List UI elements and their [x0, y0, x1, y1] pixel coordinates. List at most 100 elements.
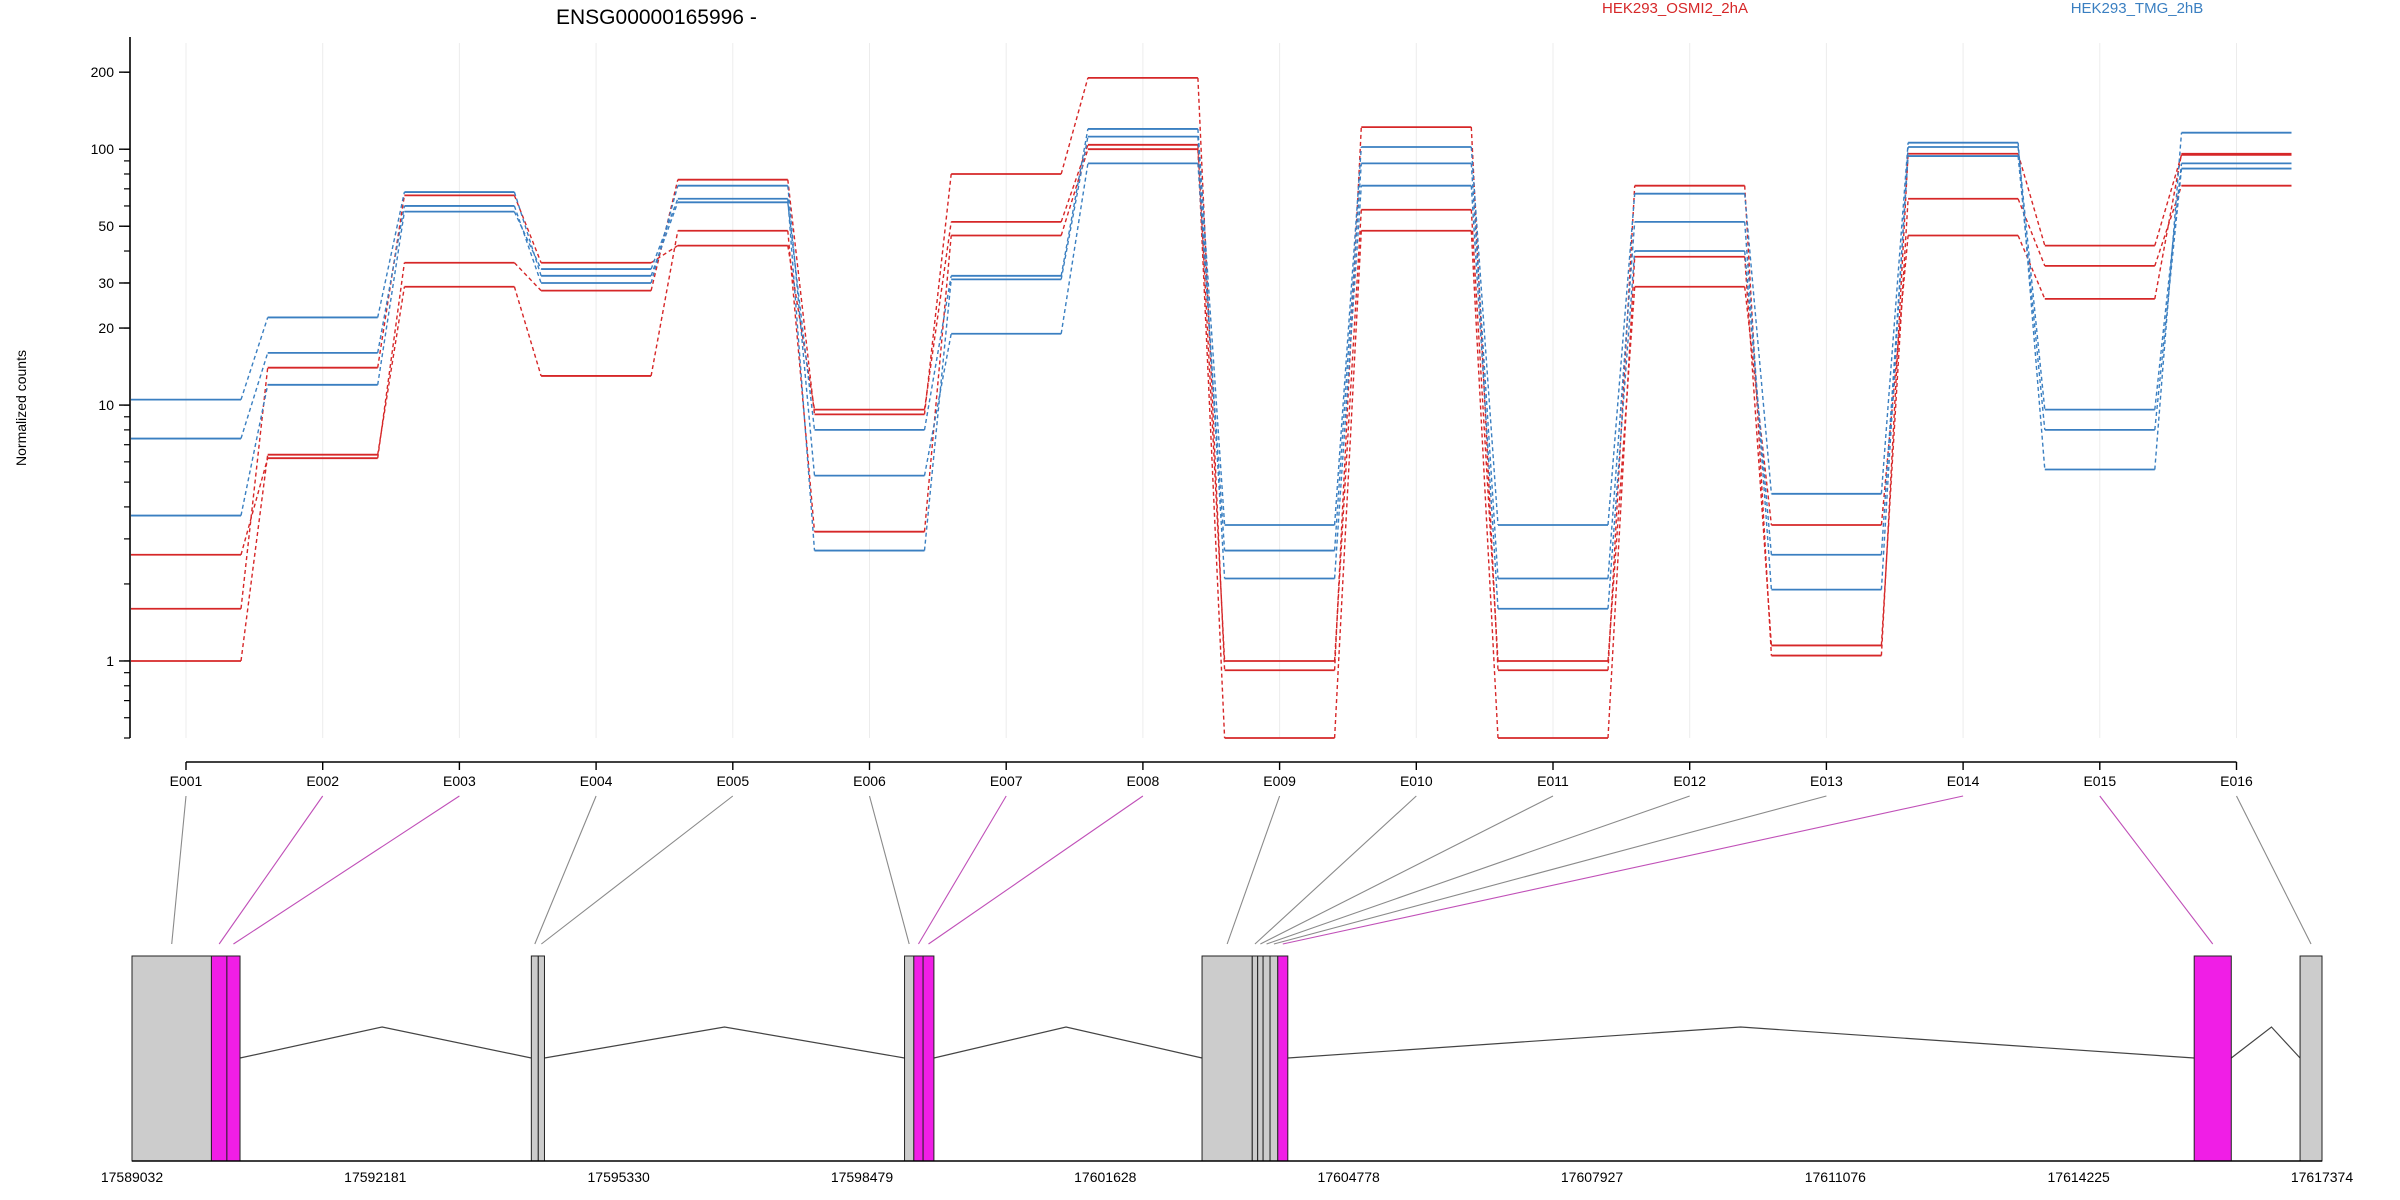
exonic-part-e001 — [131, 955, 212, 1162]
exonic-part-e010 — [1251, 955, 1259, 1162]
connector-e009 — [1226, 795, 1281, 945]
series-4-connector-10 — [1470, 146, 1499, 526]
connector-e003 — [233, 795, 460, 945]
legend: HEK293_OSMI2_2hA HEK293_TMG_2hB — [1602, 0, 2203, 17]
genome-tick-label-4: 17598479 — [831, 1169, 894, 1185]
connector-e002 — [218, 795, 324, 945]
x-tick-label-e007: E007 — [990, 773, 1023, 789]
series-5-connector-13 — [1880, 146, 1909, 590]
series-6-connector-6 — [923, 279, 952, 551]
series-5-connector-9 — [1333, 163, 1362, 551]
legend-entry-hek293-tmg-2hb: HEK293_TMG_2hB — [2071, 0, 2204, 17]
exonic-part-e006 — [904, 955, 915, 1162]
intron-1 — [239, 1026, 532, 1059]
series-6-connector-13 — [1880, 156, 1909, 555]
series-6-connector-5 — [787, 198, 816, 551]
series-2-connector-9 — [1333, 230, 1362, 739]
series-5-connector-11 — [1607, 221, 1636, 579]
exonic-part-e013 — [1269, 955, 1279, 1162]
series-4-connector-4 — [650, 202, 679, 277]
y-tick-label-200: 200 — [91, 64, 115, 80]
series-2-connector-14 — [2017, 198, 2046, 267]
series-5-connector-15 — [2154, 163, 2183, 410]
series-4-connector-14 — [2017, 142, 2046, 470]
exonic-part-e005 — [537, 955, 545, 1162]
series-6-connector-1 — [240, 384, 269, 516]
series-1-connector-8 — [1197, 77, 1226, 671]
series-5-connector-2 — [377, 205, 406, 353]
series-1-connector-5 — [787, 179, 816, 415]
y-axis: 1 10 20 30 50 100 200 — [91, 37, 131, 739]
y-tick-label-10: 10 — [98, 397, 114, 413]
series-3-connector-8 — [1197, 144, 1226, 662]
series-1-connector-6 — [923, 173, 952, 415]
series-1-connector-15 — [2154, 154, 2183, 246]
series-2-connector-4 — [650, 230, 679, 377]
x-tick-label-e001: E001 — [170, 773, 203, 789]
exonic-part-e009 — [1201, 955, 1253, 1162]
series-6-connector-2 — [377, 211, 406, 385]
series-4-connector-12 — [1744, 193, 1773, 494]
x-tick-label-e014: E014 — [1947, 773, 1980, 789]
series-1-connector-2 — [377, 262, 406, 459]
series-6-connector-11 — [1607, 250, 1636, 609]
series-1-connector-12 — [1744, 185, 1773, 656]
x-tick-label-e009: E009 — [1263, 773, 1296, 789]
intron-3 — [933, 1026, 1203, 1059]
gene-model — [131, 955, 2323, 1162]
genome-tick-label-8: 17611076 — [1805, 1169, 1866, 1185]
series-5-connector-10 — [1470, 163, 1499, 579]
series-2-connector-7 — [1060, 148, 1089, 236]
genome-tick-label-1: 17589032 — [101, 1169, 164, 1185]
x-tick-label-e003: E003 — [443, 773, 476, 789]
series-2-connector-6 — [923, 235, 952, 532]
series-6-connector-10 — [1470, 185, 1499, 609]
x-tick-label-e011: E011 — [1537, 773, 1569, 789]
genome-tick-label-9: 17614225 — [2048, 1169, 2111, 1185]
intron-4 — [1287, 1026, 2195, 1059]
series-6-connector-7 — [1060, 136, 1089, 280]
connector-e012 — [1266, 795, 1690, 945]
series-4-connector-2 — [377, 191, 406, 318]
genome-tick-label-2: 17592181 — [344, 1169, 407, 1185]
series-4 — [131, 128, 2292, 526]
intron-5 — [2230, 1026, 2301, 1059]
y-tick-label-100: 100 — [91, 141, 115, 157]
y-tick-label-20: 20 — [98, 320, 114, 336]
series-5-connector-3 — [513, 205, 542, 284]
vertical-gridlines — [185, 43, 2237, 738]
exonic-part-e008 — [922, 955, 935, 1162]
series-6-connector-9 — [1333, 185, 1362, 579]
series-4-connector-9 — [1333, 146, 1362, 526]
series-3-connector-1 — [240, 367, 269, 609]
genome-tick-label-5: 17601628 — [1074, 1169, 1137, 1185]
x-tick-label-e013: E013 — [1810, 773, 1843, 789]
series-3-connector-6 — [923, 221, 952, 410]
series-6-connector-14 — [2017, 155, 2046, 430]
x-tick-label-e016: E016 — [2220, 773, 2253, 789]
connector-e005 — [541, 795, 734, 945]
series-1-connector-1 — [240, 458, 269, 555]
series-5-connector-14 — [2017, 146, 2046, 410]
y-axis-label-group: Normalized counts — [13, 350, 29, 466]
genome-tick-label-10: 17617374 — [2291, 1169, 2354, 1185]
series-3-connector-14 — [2017, 235, 2046, 300]
connector-e008 — [928, 795, 1144, 945]
exonic-part-e011 — [1257, 955, 1264, 1162]
series-3 — [131, 143, 2292, 662]
series-1 — [131, 76, 2292, 672]
series-2-connector-8 — [1197, 149, 1226, 739]
exonic-part-e016 — [2299, 955, 2323, 1162]
series-5-connector-1 — [240, 352, 269, 439]
x-tick-label-e015: E015 — [2083, 773, 2116, 789]
series-2-connector-11 — [1607, 256, 1636, 739]
series-2-connector-5 — [787, 230, 816, 532]
exon-connector-lines — [171, 795, 2312, 945]
series-1-connector-7 — [1060, 77, 1089, 175]
x-tick-label-e005: E005 — [716, 773, 749, 789]
exonic-part-e003 — [226, 955, 241, 1162]
series-4-connector-3 — [513, 191, 542, 277]
exonic-part-e012 — [1262, 955, 1271, 1162]
series-6-connector-3 — [513, 211, 542, 270]
